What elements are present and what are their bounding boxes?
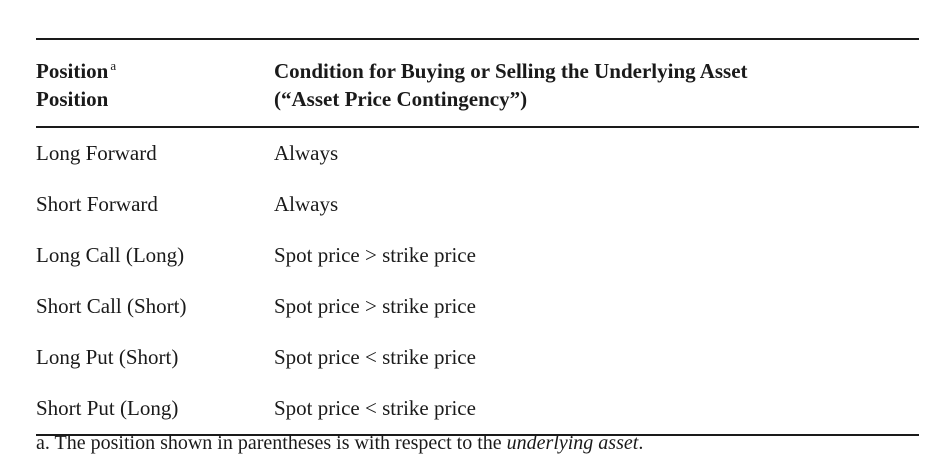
footnote-suffix: . xyxy=(638,432,644,454)
cell-position: Long Put (Short) xyxy=(36,345,179,369)
table-row: Long Call (Long) Spot price > strike pri… xyxy=(36,230,919,281)
position-condition-table: Position a Position Condition for Buying … xyxy=(36,38,919,436)
table-footnote: a. The position shown in parentheses is … xyxy=(36,430,643,456)
table-row: Short Forward Always xyxy=(36,179,919,230)
table-row: Long Put (Short) Spot price < strike pri… xyxy=(36,332,919,383)
position-table-container: Position a Position Condition for Buying … xyxy=(36,38,919,436)
cell-condition: Spot price > strike price xyxy=(274,294,476,318)
cell-condition: Always xyxy=(274,141,339,165)
header-position-line2: Position xyxy=(36,87,109,111)
cell-condition: Always xyxy=(274,192,339,216)
cell-condition: Spot price < strike price xyxy=(274,345,476,369)
cell-position: Short Call (Short) xyxy=(36,294,187,318)
header-position-line1: Position xyxy=(36,59,109,83)
table-header-row: Position a Position Condition for Buying … xyxy=(36,38,919,128)
cell-position: Long Forward xyxy=(36,141,157,165)
header-position: Position a Position xyxy=(36,38,274,128)
cell-position: Short Put (Long) xyxy=(36,383,274,436)
table-row: Long Forward Always xyxy=(36,127,919,179)
header-condition-line1: Condition for Buying or Selling the Unde… xyxy=(274,59,748,83)
cell-position: Short Forward xyxy=(36,192,158,216)
table-row: Short Call (Short) Spot price > strike p… xyxy=(36,281,919,332)
header-condition: Condition for Buying or Selling the Unde… xyxy=(274,38,919,128)
footnote-prefix: a. The position shown in parentheses is … xyxy=(36,432,507,454)
cell-condition: Spot price > strike price xyxy=(274,243,476,267)
table-row: Short Put (Long) Spot price < strike pri… xyxy=(36,383,919,436)
cell-condition: Spot price < strike price xyxy=(274,383,919,436)
header-condition-line2: (“Asset Price Contingency”) xyxy=(274,87,528,111)
footnote-emphasis: underlying asset xyxy=(506,432,639,454)
cell-position: Long Call (Long) xyxy=(36,243,185,267)
footnote-marker: a xyxy=(110,58,117,73)
